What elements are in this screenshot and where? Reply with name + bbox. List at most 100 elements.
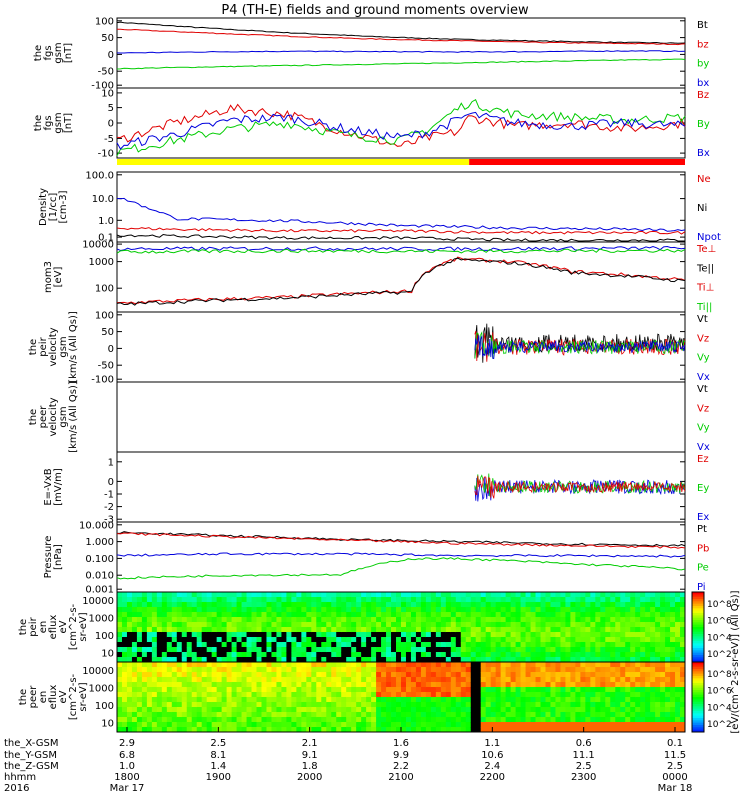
heat-cell	[326, 652, 332, 658]
heat-cell	[356, 622, 362, 628]
heat-cell	[281, 722, 287, 728]
heat-cell	[585, 627, 591, 633]
heat-cell	[151, 662, 158, 668]
heat-cell	[191, 712, 198, 718]
heat-cell	[445, 727, 452, 733]
heat-cell	[341, 647, 347, 653]
x-axis-value: 2300	[571, 772, 596, 783]
heat-cell	[256, 612, 262, 618]
heat-cell	[440, 672, 447, 678]
heat-cell	[381, 682, 387, 688]
heat-cell	[625, 647, 631, 653]
panel-frame	[116, 241, 686, 313]
y-tick-label: -5	[104, 134, 114, 145]
heat-cell	[261, 657, 267, 663]
y-axis-label: the	[18, 619, 29, 635]
x-axis-value: 2.5	[576, 761, 592, 772]
heat-cell	[580, 637, 586, 643]
heat-cell	[346, 667, 352, 673]
heat-cell	[171, 602, 178, 608]
heat-cell	[281, 627, 287, 633]
heat-cell	[366, 672, 372, 678]
heat-cell	[680, 632, 686, 638]
heat-cell	[261, 632, 267, 638]
legend-entry: Bz	[697, 90, 709, 101]
heat-cell	[226, 637, 232, 643]
heat-cell	[635, 657, 641, 663]
heat-cell	[565, 682, 571, 688]
heat-cell	[226, 677, 232, 683]
panel-6: the peer velocity gsm [km/s (All Qs)] VtVzVyV…	[28, 381, 710, 453]
panel-8: Pressure [nPa]10.0001.0000.1000.0100.001P…	[43, 520, 709, 595]
heat-cell	[146, 637, 153, 643]
heat-cell	[296, 607, 302, 613]
heat-cell	[620, 692, 626, 698]
heat-cell	[301, 627, 307, 633]
heat-cell	[216, 632, 223, 638]
colorbar-cell	[692, 615, 704, 619]
heat-cell	[141, 612, 148, 618]
heat-cell	[326, 667, 332, 673]
heat-cell	[545, 667, 551, 673]
heat-cell	[226, 687, 232, 693]
heat-cell	[261, 602, 267, 608]
heat-cell	[221, 637, 228, 643]
heat-cell	[356, 727, 362, 733]
heat-cell	[296, 622, 302, 628]
heat-cell	[241, 662, 247, 668]
heat-cell	[121, 622, 128, 628]
y-tick-label: 100	[95, 631, 114, 642]
legend-entry: Pt	[697, 524, 707, 535]
y-tick-label: 1000	[89, 257, 114, 268]
heat-cell	[161, 617, 168, 623]
heat-cell	[675, 637, 681, 643]
heat-cell	[276, 712, 282, 718]
heat-cell	[635, 717, 641, 723]
heat-cell	[680, 657, 686, 663]
heat-cell	[425, 727, 432, 733]
heat-cell	[460, 662, 467, 668]
heat-cell	[530, 647, 536, 653]
heat-cell	[605, 642, 611, 648]
heat-cell	[455, 642, 462, 648]
heat-cell	[425, 707, 432, 713]
heat-cell	[151, 627, 158, 633]
heat-cell	[296, 687, 302, 693]
heat-cell	[535, 667, 541, 673]
heat-cell	[480, 607, 487, 613]
heat-cell	[136, 612, 143, 618]
heat-cell	[595, 687, 601, 693]
heat-cell	[635, 697, 641, 703]
heat-cell	[455, 697, 462, 703]
heat-cell	[660, 727, 666, 733]
heat-cell	[356, 597, 362, 603]
heat-cell	[490, 687, 497, 693]
heat-cell	[346, 592, 352, 598]
heat-cell	[261, 707, 267, 713]
heat-cell	[121, 682, 128, 688]
heat-cell	[371, 622, 377, 628]
heat-cell	[117, 692, 123, 698]
heat-cell	[346, 627, 352, 633]
heat-cell	[645, 727, 651, 733]
heat-cell	[286, 602, 292, 608]
heat-cell	[126, 657, 133, 663]
heat-cell	[655, 682, 661, 688]
heat-cell	[450, 672, 457, 678]
heat-cell	[396, 617, 402, 623]
heat-cell	[580, 622, 586, 628]
heat-cell	[530, 597, 536, 603]
heat-cell	[515, 652, 521, 658]
heat-cell	[620, 607, 626, 613]
heat-cell	[306, 632, 312, 638]
heat-cell	[226, 667, 232, 673]
heat-cell	[600, 727, 606, 733]
heat-cell	[211, 722, 218, 728]
heat-cell	[520, 667, 526, 673]
heat-cell	[386, 632, 392, 638]
y-axis-label: gsm	[53, 112, 64, 133]
heat-cell	[276, 602, 282, 608]
heat-cell	[316, 707, 322, 713]
heat-cell	[625, 592, 631, 598]
